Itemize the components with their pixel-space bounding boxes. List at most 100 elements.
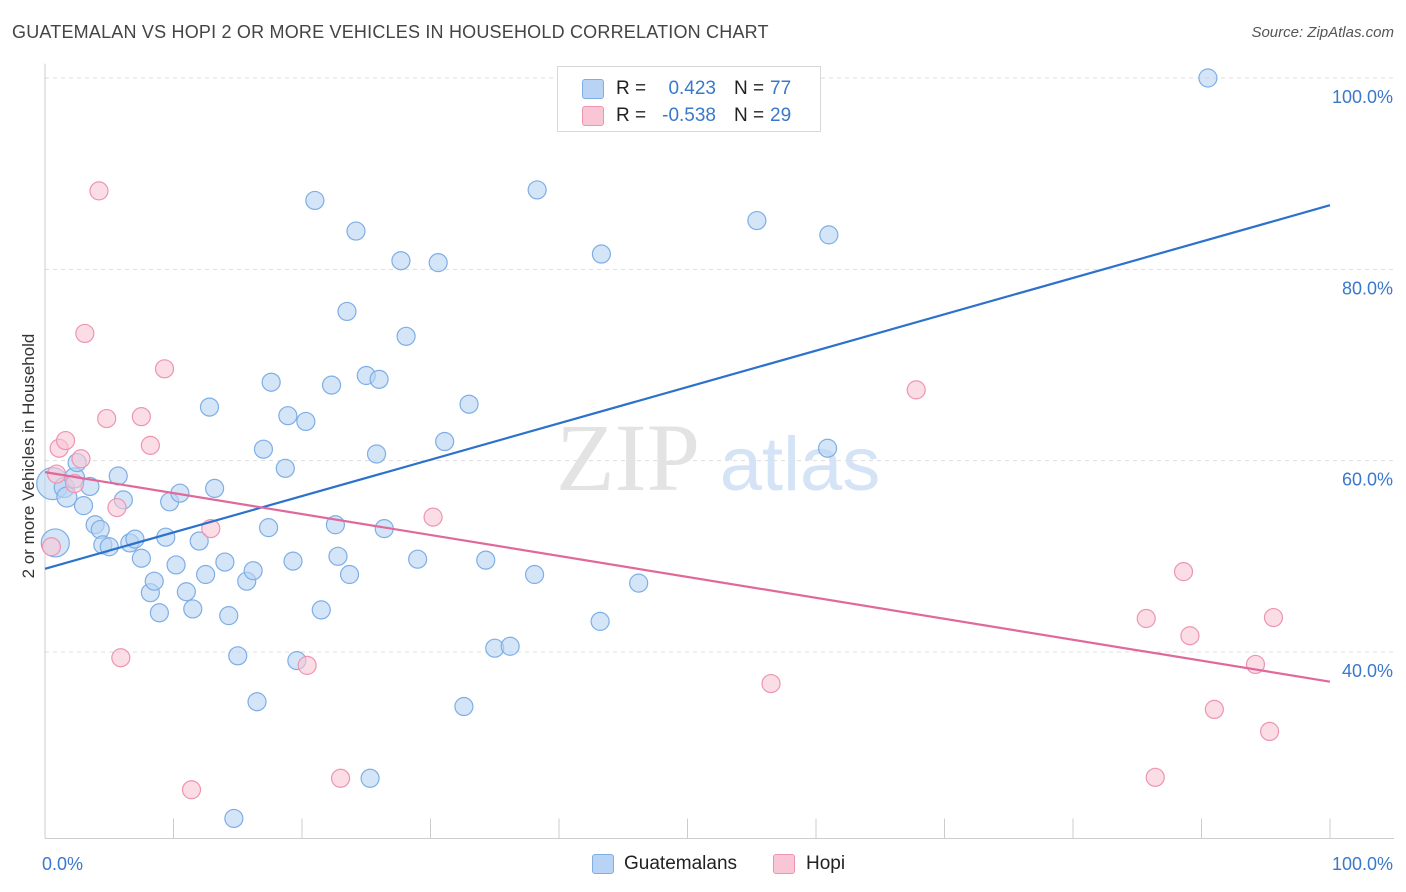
pink-swatch: [582, 106, 604, 126]
data-point: [1145, 767, 1165, 787]
data-point: [459, 394, 479, 414]
guatemalans-points: [36, 68, 1218, 829]
x-tick-label: 100.0%: [1332, 854, 1393, 874]
data-point: [97, 408, 117, 429]
y-tick-label: 80.0%: [1342, 278, 1393, 298]
data-point: [747, 210, 767, 231]
data-point: [428, 253, 448, 273]
data-point: [524, 564, 545, 585]
hopi-trend-line: [44, 471, 1331, 683]
guatemalans-trend-line: [44, 204, 1331, 570]
tick-labels: 40.0% 60.0% 80.0% 100.0% 0.0% 100.0%: [42, 87, 1393, 874]
data-point: [154, 359, 175, 379]
data-point: [1180, 626, 1200, 646]
data-point: [247, 692, 267, 712]
data-point: [41, 537, 62, 557]
data-point: [149, 603, 169, 623]
r-value: 0.423: [668, 78, 716, 99]
trend-lines: [44, 204, 1331, 683]
source-label: Source: ZipAtlas.com: [1251, 24, 1394, 41]
r-label: R =: [616, 105, 647, 126]
legend-guatemalans-label: Guatemalans: [624, 853, 738, 874]
data-point: [89, 181, 109, 201]
data-point: [243, 561, 263, 581]
data-point: [311, 600, 331, 620]
data-point: [253, 439, 274, 459]
data-point: [500, 636, 520, 656]
data-point: [366, 444, 387, 464]
data-point: [205, 478, 225, 499]
data-point: [181, 780, 202, 800]
data-point: [1204, 699, 1224, 720]
watermark: ZIP atlas: [556, 404, 880, 511]
data-point: [131, 548, 151, 568]
data-point: [140, 435, 160, 455]
data-point: [337, 301, 357, 322]
data-point: [330, 768, 351, 788]
axes: [44, 63, 1394, 840]
data-point: [73, 496, 94, 516]
data-point: [215, 552, 235, 572]
r-label: R =: [616, 78, 647, 99]
y-axis-label: 2 or more Vehicles in Household: [19, 334, 38, 579]
data-point: [199, 397, 220, 417]
data-point: [55, 430, 76, 451]
data-point: [64, 474, 85, 494]
correlation-legend: R = 0.423 N = 77 R = -0.538 N = 29: [557, 66, 821, 132]
y-tick-label: 100.0%: [1332, 87, 1393, 107]
data-point: [71, 449, 91, 469]
n-label: N =: [734, 105, 765, 126]
n-value: 77: [770, 78, 792, 99]
data-point: [339, 564, 360, 585]
data-point: [1173, 562, 1194, 582]
data-point: [396, 326, 416, 346]
data-point: [228, 646, 248, 666]
data-point: [408, 549, 428, 569]
data-point: [476, 550, 496, 570]
data-point: [283, 551, 303, 571]
data-point: [360, 768, 380, 788]
data-point: [629, 573, 649, 593]
data-point: [590, 611, 610, 631]
y-tick-label: 60.0%: [1342, 470, 1393, 490]
data-point: [1260, 721, 1280, 742]
data-point: [166, 555, 186, 575]
data-point: [321, 375, 342, 395]
n-value: 29: [770, 105, 792, 126]
data-point: [527, 180, 547, 200]
data-point: [761, 673, 781, 694]
blue-swatch: [582, 79, 604, 99]
pink-swatch: [773, 854, 795, 874]
data-point: [183, 599, 203, 619]
data-point: [906, 380, 926, 400]
r-value: -0.538: [662, 105, 716, 126]
data-point: [219, 606, 239, 626]
data-point: [1198, 68, 1218, 88]
legend-row-guatemalans: R = 0.423 N = 77: [558, 75, 820, 103]
data-point: [278, 406, 298, 426]
data-point: [435, 431, 455, 452]
blue-swatch: [592, 854, 614, 874]
data-point: [189, 531, 209, 551]
n-label: N =: [734, 78, 765, 99]
data-point: [176, 582, 196, 602]
data-point: [369, 369, 389, 389]
data-point: [144, 571, 164, 591]
data-point: [817, 438, 838, 458]
data-point: [454, 696, 474, 717]
data-point: [346, 221, 366, 241]
data-point: [111, 648, 131, 668]
hopi-points: [41, 181, 1284, 800]
data-point: [391, 251, 411, 271]
watermark-atlas: atlas: [720, 422, 881, 507]
data-point: [297, 655, 317, 675]
data-point: [305, 190, 325, 211]
data-point: [131, 407, 151, 427]
chart-title: GUATEMALAN VS HOPI 2 OR MORE VEHICLES IN…: [12, 22, 769, 42]
data-point: [196, 564, 216, 585]
legend-hopi-label: Hopi: [806, 853, 846, 874]
data-point: [224, 808, 244, 829]
legend-row-hopi: R = -0.538 N = 29: [558, 102, 820, 130]
data-point: [107, 497, 127, 518]
